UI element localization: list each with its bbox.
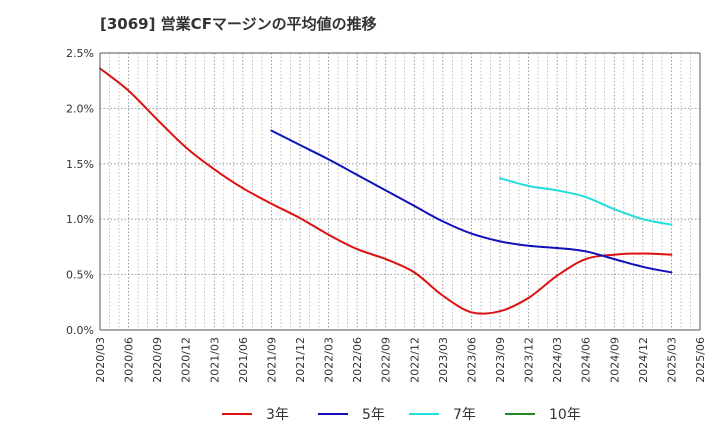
- y-tick-label: 1.0%: [66, 213, 94, 226]
- x-tick-label: 2024/12: [637, 337, 650, 383]
- legend-label-0: 3年: [266, 407, 289, 423]
- series-layer: [99, 67, 673, 315]
- x-tick-label: 2020/06: [123, 337, 136, 383]
- x-tick-label: 2023/03: [437, 337, 450, 383]
- x-tick-label: 2022/06: [351, 337, 364, 383]
- y-tick-label: 2.5%: [66, 47, 94, 60]
- x-tick-label: 2024/03: [551, 337, 564, 383]
- x-tick-label: 2021/06: [237, 337, 250, 383]
- legend-label-1: 5年: [362, 407, 385, 423]
- legend-label-3: 10年: [549, 407, 581, 423]
- x-tick-label: 2025/03: [665, 337, 678, 383]
- x-tick-label: 2023/06: [465, 337, 478, 383]
- y-tick-label: 1.5%: [66, 158, 94, 171]
- x-tick-label: 2020/03: [94, 337, 107, 383]
- series-line-0: [99, 67, 673, 315]
- x-tick-label: 2020/09: [151, 337, 164, 383]
- chart-title: [3069] 営業CFマージンの平均値の推移: [100, 15, 377, 33]
- series-line-1: [270, 129, 673, 274]
- x-tick-label: 2022/09: [380, 337, 393, 383]
- x-tick-label: 2023/12: [523, 337, 536, 383]
- x-tick-label: 2021/12: [294, 337, 307, 383]
- y-tick-label: 2.0%: [66, 102, 94, 115]
- y-tick-label: 0.5%: [66, 269, 94, 282]
- x-tick-label: 2025/06: [694, 337, 707, 383]
- plot-area: [100, 53, 700, 330]
- legend-label-2: 7年: [453, 407, 476, 423]
- x-tick-label: 2021/09: [265, 337, 278, 383]
- x-tick-label: 2024/09: [608, 337, 621, 383]
- x-tick-label: 2022/03: [323, 337, 336, 383]
- legend-layer: 3年 5年 7年 10年: [222, 407, 581, 423]
- x-tick-label: 2020/12: [180, 337, 193, 383]
- axis-layer: 0.0% 0.5% 1.0% 1.5% 2.0% 2.5% 2020/03 2020/06 20…: [66, 47, 707, 383]
- x-tick-label: 2023/09: [494, 337, 507, 383]
- x-tick-label: 2021/03: [208, 337, 221, 383]
- x-tick-label: 2024/06: [580, 337, 593, 383]
- y-tick-label: 0.0%: [66, 324, 94, 337]
- series-line-2: [499, 177, 673, 226]
- x-tick-label: 2022/12: [408, 337, 421, 383]
- grid-layer: [100, 53, 700, 330]
